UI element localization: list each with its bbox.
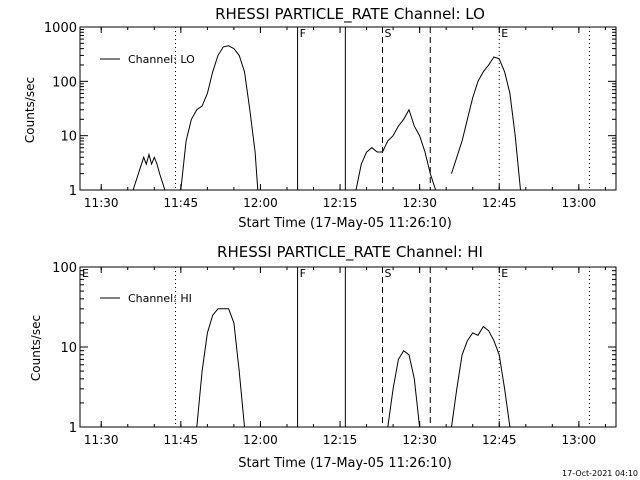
series-line-segment	[451, 56, 521, 191]
x-tick-label: 11:30	[84, 433, 119, 447]
series-line-segment	[196, 308, 245, 428]
plot-frame	[79, 26, 617, 191]
x-tick-label: 13:00	[562, 433, 597, 447]
x-tick-label: 11:45	[164, 433, 199, 447]
series-line-segment	[451, 325, 511, 428]
legend-entry: Channel: LO	[128, 53, 195, 66]
x-tick-label: 12:15	[323, 433, 358, 447]
y-tick-label: 1	[69, 421, 77, 436]
event-marker-label: F	[300, 267, 306, 280]
x-tick-label: 12:30	[402, 433, 437, 447]
footer-timestamp: 17-Oct-2021 04:10	[562, 469, 638, 478]
y-axis-label: Counts/sec	[29, 315, 43, 381]
event-marker-label: F	[300, 27, 306, 40]
x-axis-label: Start Time (17-May-05 11:26:10)	[238, 216, 452, 231]
series-line-segment	[387, 349, 421, 428]
y-tick-label: 1000	[44, 21, 77, 36]
y-axis-label: Counts/sec	[23, 77, 37, 143]
y-tick-label: 10	[60, 341, 77, 356]
y-tick-label: 100	[52, 75, 77, 90]
y-tick-label: 1	[69, 184, 77, 199]
legend: Channel: HI	[100, 292, 192, 305]
chart-title: RHESSI PARTICLE_RATE Channel: HI	[217, 243, 483, 262]
series-line-segment	[180, 45, 259, 191]
series-line-segment	[132, 152, 166, 191]
event-marker-label: E	[501, 267, 508, 280]
x-tick-label: 11:30	[84, 196, 119, 210]
x-tick-label: 12:45	[482, 433, 517, 447]
event-marker-label: S	[384, 267, 391, 280]
x-tick-label: 11:45	[164, 196, 199, 210]
y-tick-label: 10	[60, 130, 77, 145]
y-tick-label: 100	[52, 261, 77, 276]
series-line-segment	[355, 108, 437, 191]
legend: Channel: LO	[100, 53, 195, 66]
x-tick-label: 12:30	[402, 196, 437, 210]
x-tick-label: 12:45	[482, 196, 517, 210]
chart-panel-lo: RHESSI PARTICLE_RATE Channel: LO Counts/…	[23, 5, 617, 231]
chart-title: RHESSI PARTICLE_RATE Channel: LO	[215, 5, 485, 24]
event-marker-label: S	[384, 27, 391, 40]
x-tick-label: 12:00	[243, 196, 278, 210]
event-marker-label: E	[82, 267, 89, 280]
chart-panel-hi: RHESSI PARTICLE_RATE Channel: HI Counts/…	[29, 243, 617, 471]
event-marker-label: E	[501, 27, 508, 40]
x-tick-label: 12:00	[243, 433, 278, 447]
legend-entry: Channel: HI	[128, 292, 192, 305]
plot-frame	[79, 266, 617, 428]
x-tick-label: 12:15	[323, 196, 358, 210]
x-tick-label: 13:00	[562, 196, 597, 210]
x-axis-label: Start Time (17-May-05 11:26:10)	[238, 456, 452, 471]
